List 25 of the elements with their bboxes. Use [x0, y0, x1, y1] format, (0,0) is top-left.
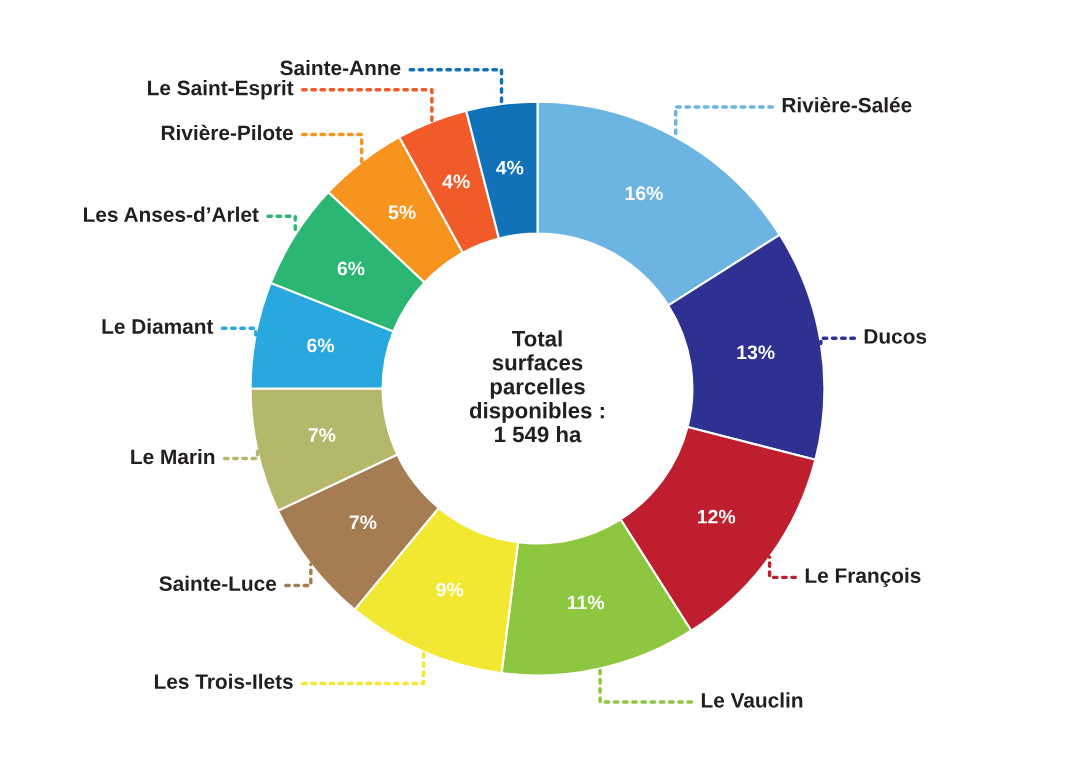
data-label: 5% [388, 205, 416, 220]
data-label: 11% [567, 595, 605, 610]
slice-label: Les Anses-d’Arlet [83, 206, 259, 222]
slice-label: Les Trois-Ilets [154, 673, 293, 689]
data-label: 13% [737, 345, 775, 360]
data-label: 6% [307, 338, 335, 353]
slice-label: Rivière-Pilote [161, 124, 293, 141]
slice-label: Le François [805, 567, 921, 588]
data-label: 7% [349, 515, 377, 530]
slice-label: Sainte-Anne [280, 60, 401, 76]
data-label: 6% [337, 261, 365, 276]
data-label: 12% [697, 509, 736, 524]
data-label: 4% [496, 160, 524, 175]
slice-label: Le Vauclin [701, 692, 803, 708]
slice-label: Rivière-Salée [782, 97, 912, 113]
data-label: 9% [436, 582, 464, 597]
text: Total surfaces parcelles disponibles : 1 549 ha [469, 330, 604, 443]
data-label: 7% [308, 428, 336, 442]
slice-label: Sainte-Luce [159, 575, 277, 592]
slice-label: Le Marin [131, 448, 215, 465]
data-label: 4% [442, 174, 470, 189]
slice-label: Le Diamant [102, 318, 214, 334]
data-label: 16% [625, 186, 663, 201]
slice-label: Ducos [864, 329, 927, 344]
slice-label: Le Saint-Esprit [148, 80, 294, 100]
